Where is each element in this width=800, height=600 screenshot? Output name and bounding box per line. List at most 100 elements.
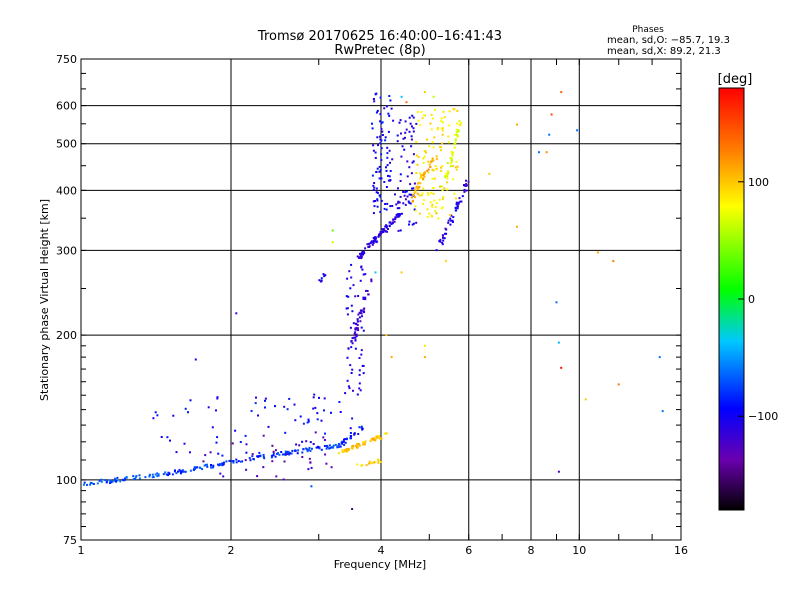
data-point bbox=[368, 242, 370, 245]
data-point bbox=[450, 219, 453, 222]
data-point bbox=[215, 409, 217, 412]
y-axis-label: Stationary phase Virtual Height [km] bbox=[38, 199, 51, 401]
data-point bbox=[440, 169, 443, 172]
data-point bbox=[453, 143, 456, 146]
data-point bbox=[248, 457, 251, 460]
data-point bbox=[617, 383, 620, 386]
data-point bbox=[216, 397, 219, 400]
data-point bbox=[320, 448, 323, 451]
data-point bbox=[355, 323, 358, 325]
data-point bbox=[390, 223, 393, 225]
data-point bbox=[463, 188, 466, 191]
data-point bbox=[450, 158, 453, 161]
data-point bbox=[352, 444, 355, 447]
data-point bbox=[410, 193, 413, 196]
data-point bbox=[446, 177, 449, 180]
data-point bbox=[379, 437, 382, 440]
data-point bbox=[404, 191, 407, 194]
data-point bbox=[411, 161, 414, 164]
data-point bbox=[434, 164, 437, 167]
data-point bbox=[408, 201, 411, 204]
data-point bbox=[380, 177, 383, 180]
data-point bbox=[381, 134, 384, 136]
data-point bbox=[109, 479, 112, 482]
data-point bbox=[440, 207, 443, 210]
data-point bbox=[267, 425, 270, 428]
data-point bbox=[350, 263, 353, 266]
data-point bbox=[412, 160, 415, 163]
data-point bbox=[435, 158, 438, 160]
data-point bbox=[316, 418, 319, 421]
data-point bbox=[350, 276, 353, 279]
data-point bbox=[115, 480, 118, 483]
data-point bbox=[381, 228, 384, 231]
data-point bbox=[194, 358, 197, 361]
data-point bbox=[245, 443, 248, 446]
data-point bbox=[329, 447, 332, 449]
data-point bbox=[349, 437, 352, 440]
data-point bbox=[430, 160, 433, 163]
data-point bbox=[454, 209, 457, 212]
data-point bbox=[400, 271, 403, 274]
data-point bbox=[393, 220, 396, 223]
data-point bbox=[167, 474, 170, 477]
data-point bbox=[332, 444, 335, 447]
data-point bbox=[391, 205, 394, 207]
data-point bbox=[349, 432, 352, 434]
data-point bbox=[215, 441, 218, 444]
data-point bbox=[408, 116, 411, 119]
data-point bbox=[449, 162, 452, 165]
data-point bbox=[430, 113, 433, 116]
data-point bbox=[419, 177, 422, 180]
data-point bbox=[420, 175, 423, 178]
data-point bbox=[352, 284, 355, 287]
data-point bbox=[434, 108, 436, 111]
data-point bbox=[320, 419, 323, 422]
data-point bbox=[353, 332, 356, 335]
data-point bbox=[439, 240, 442, 243]
data-point bbox=[414, 190, 417, 193]
data-point bbox=[584, 398, 587, 401]
data-point bbox=[452, 108, 455, 111]
data-point bbox=[325, 447, 328, 450]
data-point bbox=[358, 316, 361, 319]
data-point bbox=[385, 432, 388, 435]
data-point bbox=[376, 199, 379, 202]
data-point bbox=[104, 479, 107, 482]
data-point bbox=[332, 446, 335, 449]
data-point bbox=[193, 468, 195, 471]
data-point bbox=[398, 201, 401, 204]
data-point bbox=[456, 133, 459, 136]
data-point bbox=[256, 475, 259, 478]
data-point bbox=[370, 240, 373, 243]
data-point bbox=[351, 337, 354, 340]
data-point bbox=[132, 477, 135, 480]
data-point bbox=[355, 333, 358, 336]
phase-stats-title: Phases bbox=[632, 25, 664, 35]
data-point bbox=[364, 273, 367, 276]
data-point bbox=[417, 186, 420, 189]
data-point bbox=[447, 135, 450, 138]
data-point bbox=[362, 296, 365, 299]
data-point bbox=[348, 270, 351, 273]
data-point bbox=[180, 470, 183, 473]
data-point bbox=[395, 203, 398, 206]
data-point bbox=[350, 435, 353, 438]
data-point bbox=[345, 438, 348, 441]
data-point bbox=[438, 198, 441, 201]
data-point bbox=[201, 468, 204, 471]
data-point bbox=[405, 190, 408, 193]
x-tick-label: 16 bbox=[674, 544, 688, 557]
data-point bbox=[169, 439, 171, 442]
data-point bbox=[432, 146, 435, 149]
data-point bbox=[429, 201, 432, 204]
data-point bbox=[179, 472, 182, 475]
data-point bbox=[378, 436, 380, 439]
data-point bbox=[385, 169, 388, 172]
data-point bbox=[354, 347, 357, 350]
y-tick-label: 750 bbox=[56, 53, 77, 66]
data-point bbox=[325, 462, 328, 465]
data-point bbox=[316, 412, 319, 415]
data-point bbox=[330, 411, 332, 414]
data-point bbox=[429, 122, 432, 125]
